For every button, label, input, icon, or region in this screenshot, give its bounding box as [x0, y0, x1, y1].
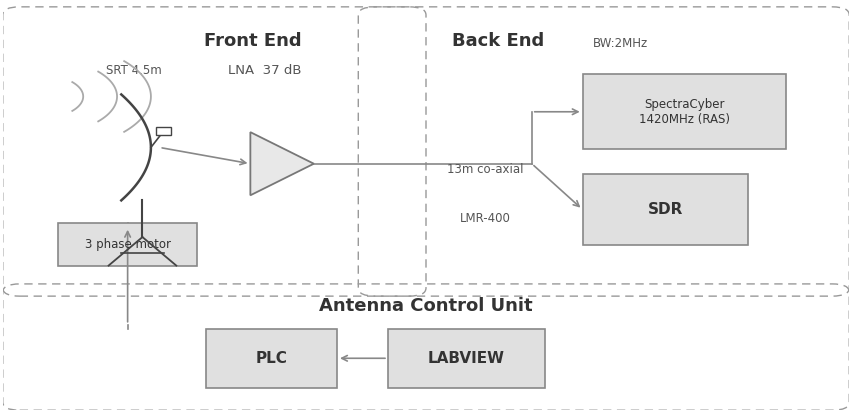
FancyBboxPatch shape — [206, 329, 337, 388]
Text: SpectraCyber
1420MHz (RAS): SpectraCyber 1420MHz (RAS) — [639, 98, 729, 126]
FancyBboxPatch shape — [156, 128, 171, 135]
FancyBboxPatch shape — [583, 74, 786, 150]
Text: SRT 4.5m: SRT 4.5m — [106, 64, 162, 76]
Text: BW:2MHz: BW:2MHz — [593, 37, 648, 50]
Text: LNA  37 dB: LNA 37 dB — [228, 64, 302, 76]
FancyBboxPatch shape — [58, 223, 198, 266]
Text: PLC: PLC — [256, 351, 287, 366]
Polygon shape — [250, 132, 314, 195]
FancyBboxPatch shape — [583, 174, 748, 245]
Text: 3 phase motor: 3 phase motor — [84, 238, 170, 251]
Text: 13m co-axial: 13m co-axial — [447, 163, 523, 176]
Text: LABVIEW: LABVIEW — [428, 351, 504, 366]
Text: Front End: Front End — [204, 33, 302, 50]
FancyBboxPatch shape — [388, 329, 544, 388]
Text: Back End: Back End — [452, 33, 544, 50]
Text: SDR: SDR — [648, 202, 682, 217]
Text: LMR-400: LMR-400 — [460, 212, 510, 225]
Text: Antenna Control Unit: Antenna Control Unit — [320, 297, 532, 315]
